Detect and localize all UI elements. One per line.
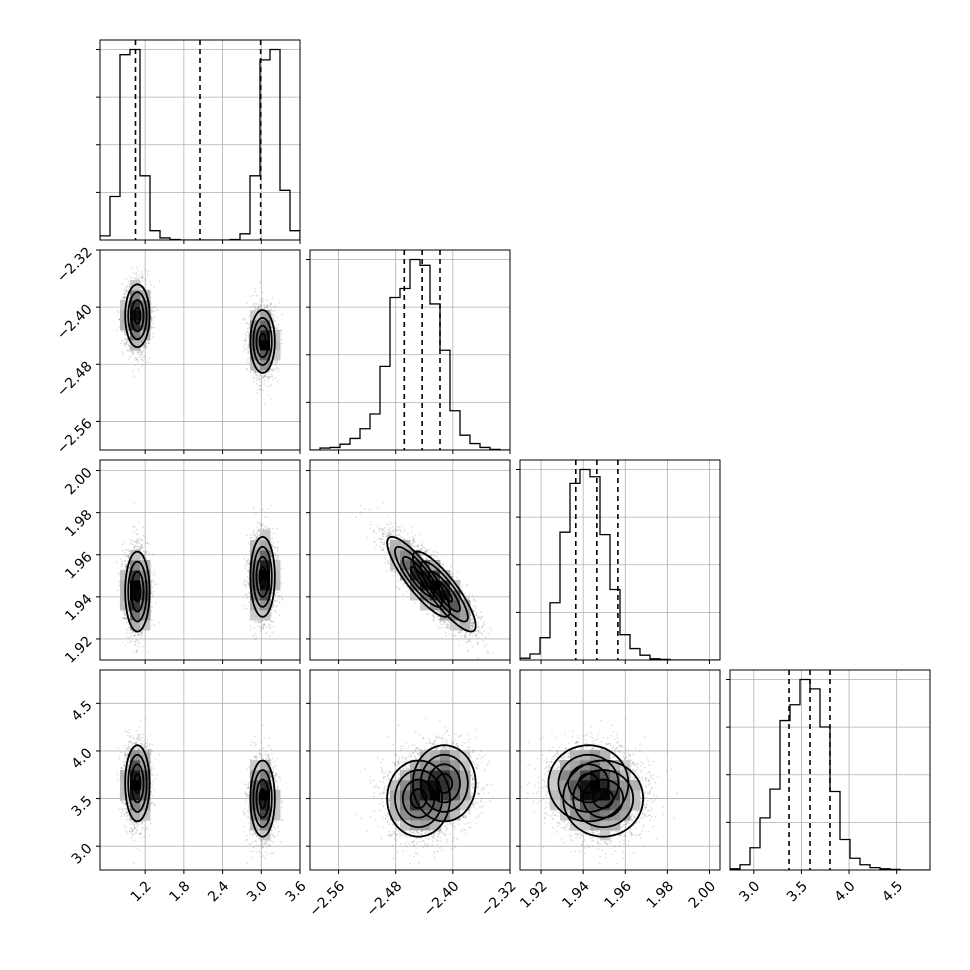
panel-frame (309, 459, 511, 661)
contour-line (592, 788, 615, 810)
contour-line (130, 763, 145, 804)
y-tick-label: 3.0 (69, 841, 96, 868)
x-tick-label: 3.5 (784, 878, 811, 905)
panel-frame (99, 669, 301, 871)
contour-line (411, 550, 477, 633)
contour-line (124, 283, 151, 349)
contour-line (402, 778, 436, 819)
contour-line (258, 565, 267, 588)
contour-line (435, 772, 453, 794)
panel-1-0 (96, 249, 301, 454)
y-tick-label: 1.96 (62, 549, 95, 582)
contour-line (572, 769, 635, 829)
contour-line (402, 556, 436, 598)
contour-line (124, 550, 151, 633)
x-tick-label: 3.0 (736, 878, 763, 905)
contour-line (386, 535, 451, 618)
contour-line (130, 570, 145, 613)
panel-3-1 (306, 669, 511, 874)
histogram-0 (100, 48, 300, 240)
contour-line (386, 759, 451, 838)
y-tick-label: 3.5 (69, 793, 96, 820)
panel-3-3 (726, 669, 931, 874)
panel-frame (99, 459, 301, 661)
x-tick-label: −2.40 (421, 878, 463, 920)
contour-line (567, 763, 610, 804)
contour-line (130, 299, 145, 333)
panel-2-2 (516, 459, 721, 664)
panel-3-2 (516, 669, 721, 874)
contour-line (249, 309, 276, 374)
panel-1-1 (306, 249, 511, 454)
panel-frame (729, 669, 931, 871)
contour-line (249, 535, 276, 618)
contour-line (419, 753, 469, 813)
contour-line (127, 753, 148, 813)
panel-2-0 (96, 459, 301, 664)
contour-line (255, 555, 270, 598)
contour-line (394, 546, 444, 608)
x-tick-label: 4.0 (832, 878, 859, 905)
y-tick-label: −2.56 (54, 416, 96, 458)
x-tick-label: 2.4 (205, 878, 232, 905)
x-tick-label: 3.6 (283, 878, 310, 905)
y-tick-label: −2.32 (54, 244, 96, 286)
x-tick-label: 1.98 (644, 878, 677, 911)
panel-0-0 (96, 39, 301, 244)
x-tick-label: 3.0 (244, 878, 271, 905)
x-tick-label: 1.8 (166, 878, 193, 905)
histogram-2 (520, 468, 720, 660)
x-tick-label: 1.92 (517, 878, 550, 911)
density-cells (390, 540, 471, 631)
panel-frame (519, 669, 721, 871)
contour-line (249, 759, 276, 838)
contour-line (409, 565, 428, 588)
histogram-3 (730, 678, 930, 870)
panel-frame (309, 249, 511, 451)
y-tick-label: −2.40 (54, 301, 96, 343)
x-tick-label: 4.5 (879, 878, 906, 905)
y-tick-label: 1.92 (62, 633, 95, 666)
x-tick-label: −2.32 (478, 878, 520, 920)
contour-line (252, 769, 273, 829)
y-tick-label: 4.5 (69, 698, 96, 725)
contour-line (124, 744, 151, 823)
contour-line (394, 769, 444, 829)
contour-line (411, 744, 477, 823)
contour-line (255, 778, 270, 819)
x-tick-label: −2.48 (364, 878, 406, 920)
contour-line (419, 560, 469, 623)
panel-frame (309, 669, 511, 871)
y-tick-label: 1.94 (62, 591, 95, 624)
y-tick-label: 4.0 (69, 745, 96, 772)
x-tick-label: 1.96 (602, 878, 635, 911)
x-tick-label: 1.94 (559, 878, 592, 911)
panel-frame (99, 39, 301, 241)
contour-line (252, 316, 273, 366)
contour-line (252, 545, 273, 608)
contour-line (258, 332, 267, 351)
contour-line (562, 759, 645, 838)
x-tick-label: 1.2 (128, 878, 155, 905)
contour-line (258, 788, 267, 810)
contour-line (127, 291, 148, 341)
contour-line (133, 307, 142, 325)
panel-frame (519, 459, 721, 661)
y-tick-label: −2.48 (54, 359, 96, 401)
y-tick-label: 1.98 (62, 507, 95, 540)
y-tick-label: 2.00 (62, 465, 95, 498)
x-tick-label: −2.56 (307, 878, 349, 920)
contour-line (133, 772, 142, 794)
contour-line (582, 778, 625, 819)
x-tick-label: 2.00 (686, 878, 719, 911)
contour-line (409, 788, 428, 810)
contour-line (255, 324, 270, 358)
contour-line (133, 580, 142, 603)
histogram-1 (310, 258, 510, 450)
panel-3-0 (96, 669, 301, 874)
contour-line (127, 560, 148, 623)
panel-frame (99, 249, 301, 451)
panel-2-1 (306, 459, 511, 664)
